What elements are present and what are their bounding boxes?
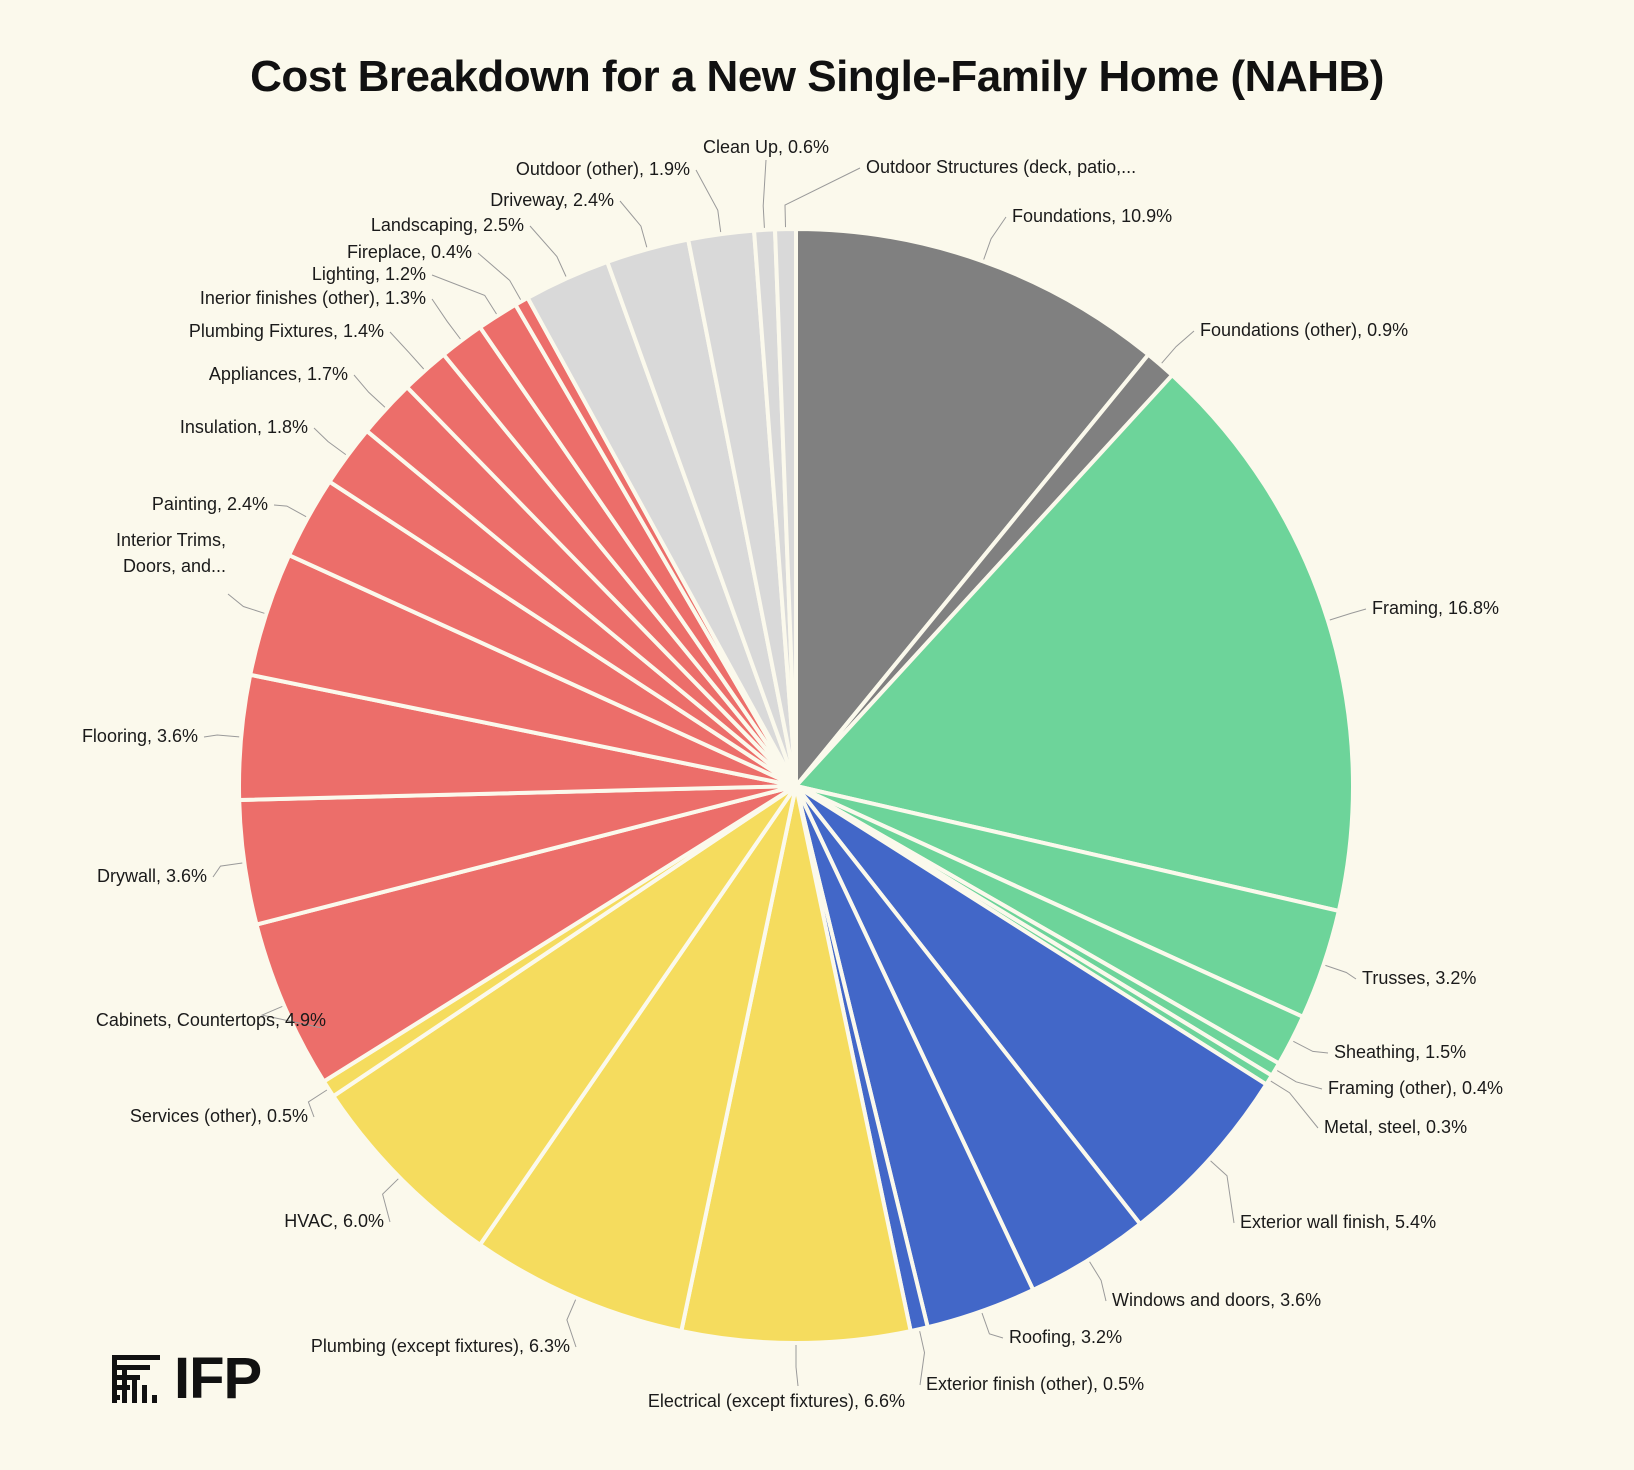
slice-label: Lighting, 1.2% bbox=[312, 264, 426, 284]
slice-label: Windows and doors, 3.6% bbox=[1112, 1290, 1321, 1310]
slice-label: Interior Trims, Doors, and... bbox=[116, 530, 226, 576]
chart-title: Cost Breakdown for a New Single-Family H… bbox=[250, 52, 1384, 101]
pie-slices bbox=[237, 227, 1355, 1346]
slice-label: Clean Up, 0.6% bbox=[703, 137, 829, 157]
leader-line bbox=[227, 593, 265, 614]
pie-slice bbox=[773, 227, 798, 788]
leader-line bbox=[1325, 964, 1357, 980]
leader-line bbox=[203, 734, 240, 738]
leader-line bbox=[1089, 1261, 1107, 1302]
leader-line bbox=[795, 1345, 799, 1387]
leader-line bbox=[1270, 1080, 1319, 1129]
slice-label: Cabinets, Countertops, 4.9% bbox=[96, 1010, 326, 1030]
slice-label: Drywall, 3.6% bbox=[97, 866, 207, 886]
leader-line bbox=[695, 169, 722, 233]
slice-label: Fireplace, 0.4% bbox=[347, 242, 472, 262]
leader-line bbox=[919, 1331, 926, 1386]
slice-label: Metal, steel, 0.3% bbox=[1324, 1117, 1467, 1137]
leader-line bbox=[382, 1178, 399, 1223]
pie-slice bbox=[794, 373, 1355, 913]
slice-labels: Foundations, 10.9% Foundations (other), 0… bbox=[82, 137, 1503, 1411]
leader-line bbox=[307, 1089, 328, 1118]
pie-slice bbox=[794, 227, 1151, 788]
slice-label: HVAC, 6.0% bbox=[284, 1211, 384, 1231]
slice-label: Flooring, 3.6% bbox=[82, 726, 198, 746]
slice-label: Framing (other), 0.4% bbox=[1328, 1078, 1503, 1098]
pie-slice bbox=[254, 784, 798, 1084]
slice-label: Painting, 2.4% bbox=[152, 494, 268, 514]
leader-line bbox=[981, 1312, 1004, 1339]
leader-line bbox=[983, 216, 1007, 260]
leader-line bbox=[477, 252, 522, 300]
slice-label: Exterior wall finish, 5.4% bbox=[1240, 1212, 1436, 1232]
leader-line bbox=[529, 225, 567, 277]
leader-line bbox=[762, 159, 767, 228]
leader-line bbox=[1210, 1160, 1235, 1224]
logo-stripes-icon bbox=[112, 1355, 160, 1403]
leader-line bbox=[784, 167, 861, 228]
pie-slice bbox=[331, 784, 798, 1247]
slice-label: Insulation, 1.8% bbox=[180, 417, 308, 437]
pie-slice bbox=[478, 784, 798, 1334]
slice-label: Trusses, 3.2% bbox=[1362, 968, 1476, 988]
leader-line bbox=[273, 504, 307, 518]
leader-line bbox=[389, 331, 425, 370]
slice-label: Roofing, 3.2% bbox=[1009, 1327, 1122, 1347]
slice-label: Plumbing (except fixtures), 6.3% bbox=[311, 1336, 570, 1356]
slice-label: Exterior finish (other), 0.5% bbox=[926, 1374, 1144, 1394]
slice-label: Outdoor (other), 1.9% bbox=[516, 159, 690, 179]
slice-label: Electrical (except fixtures), 6.6% bbox=[648, 1391, 905, 1411]
leader-line bbox=[431, 274, 497, 315]
slice-label: Foundations (other), 0.9% bbox=[1200, 320, 1408, 340]
slice-label: Inerior finishes (other), 1.3% bbox=[200, 288, 426, 308]
pie-slice bbox=[794, 784, 1269, 1226]
slice-label: Plumbing Fixtures, 1.4% bbox=[189, 321, 384, 341]
ifp-logo: IFP bbox=[112, 1346, 262, 1411]
leader-line bbox=[353, 374, 386, 408]
slice-label: Landscaping, 2.5% bbox=[371, 215, 524, 235]
leader-line bbox=[313, 427, 347, 456]
leader-line bbox=[260, 1005, 323, 1029]
leader-line bbox=[212, 862, 243, 878]
leader-line bbox=[431, 298, 461, 340]
leader-line bbox=[1293, 1040, 1329, 1054]
leader-lines bbox=[203, 159, 1367, 1387]
slice-label: Driveway, 2.4% bbox=[490, 190, 614, 210]
slice-label: Sheathing, 1.5% bbox=[1334, 1042, 1466, 1062]
slice-label: Foundations, 10.9% bbox=[1012, 206, 1172, 226]
slice-label: Services (other), 0.5% bbox=[130, 1106, 308, 1126]
slice-label: Outdoor Structures (deck, patio,... bbox=[866, 157, 1136, 177]
logo-text: IFP bbox=[174, 1346, 262, 1411]
leader-line bbox=[1161, 330, 1195, 364]
pie-slice bbox=[679, 784, 913, 1346]
leader-line bbox=[1329, 608, 1367, 621]
leader-line bbox=[1276, 1070, 1323, 1090]
leader-line bbox=[566, 1299, 577, 1348]
leader-line bbox=[619, 200, 648, 248]
slice-label: Appliances, 1.7% bbox=[209, 364, 348, 384]
slice-label: Framing, 16.8% bbox=[1372, 598, 1499, 618]
